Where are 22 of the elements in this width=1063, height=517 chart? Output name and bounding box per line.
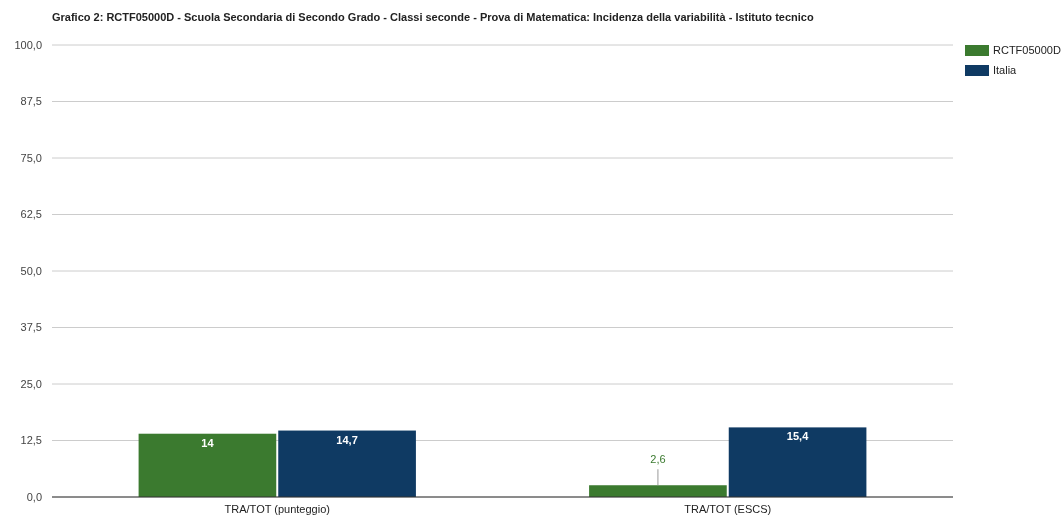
- x-tick-label: TRA/TOT (ESCS): [684, 503, 772, 515]
- data-label: 14,7: [336, 433, 358, 446]
- data-label: 2,6: [650, 453, 666, 466]
- y-tick-label: 37,5: [20, 321, 42, 334]
- bar: [278, 430, 416, 497]
- data-label: 15,4: [786, 430, 810, 443]
- x-tick-label: TRA/TOT (punteggio): [224, 503, 330, 515]
- y-tick-label: 75,0: [20, 151, 42, 164]
- bar: [589, 485, 727, 497]
- bar: [728, 427, 867, 497]
- y-tick-label: 25,0: [20, 377, 42, 390]
- y-tick-label: 87,5: [20, 95, 42, 108]
- bar: [138, 433, 277, 497]
- y-tick-label: 50,0: [20, 264, 42, 277]
- y-tick-label: 12,5: [20, 434, 42, 447]
- y-tick-label: 62,5: [20, 208, 42, 221]
- chart-title: Grafico 2: RCTF05000D - Scuola Secondaria di Secondo Grado - Classi seconde - Prova di Matematica: Incidenza della variabilità - Istituto tecnico: [52, 11, 814, 23]
- y-tick-label: 100,0: [14, 38, 42, 51]
- legend-label: Italia: [993, 64, 1018, 77]
- data-label: 14: [201, 436, 215, 449]
- legend-label: RCTF05000D: [993, 44, 1061, 57]
- y-tick-label: 0,0: [26, 490, 42, 503]
